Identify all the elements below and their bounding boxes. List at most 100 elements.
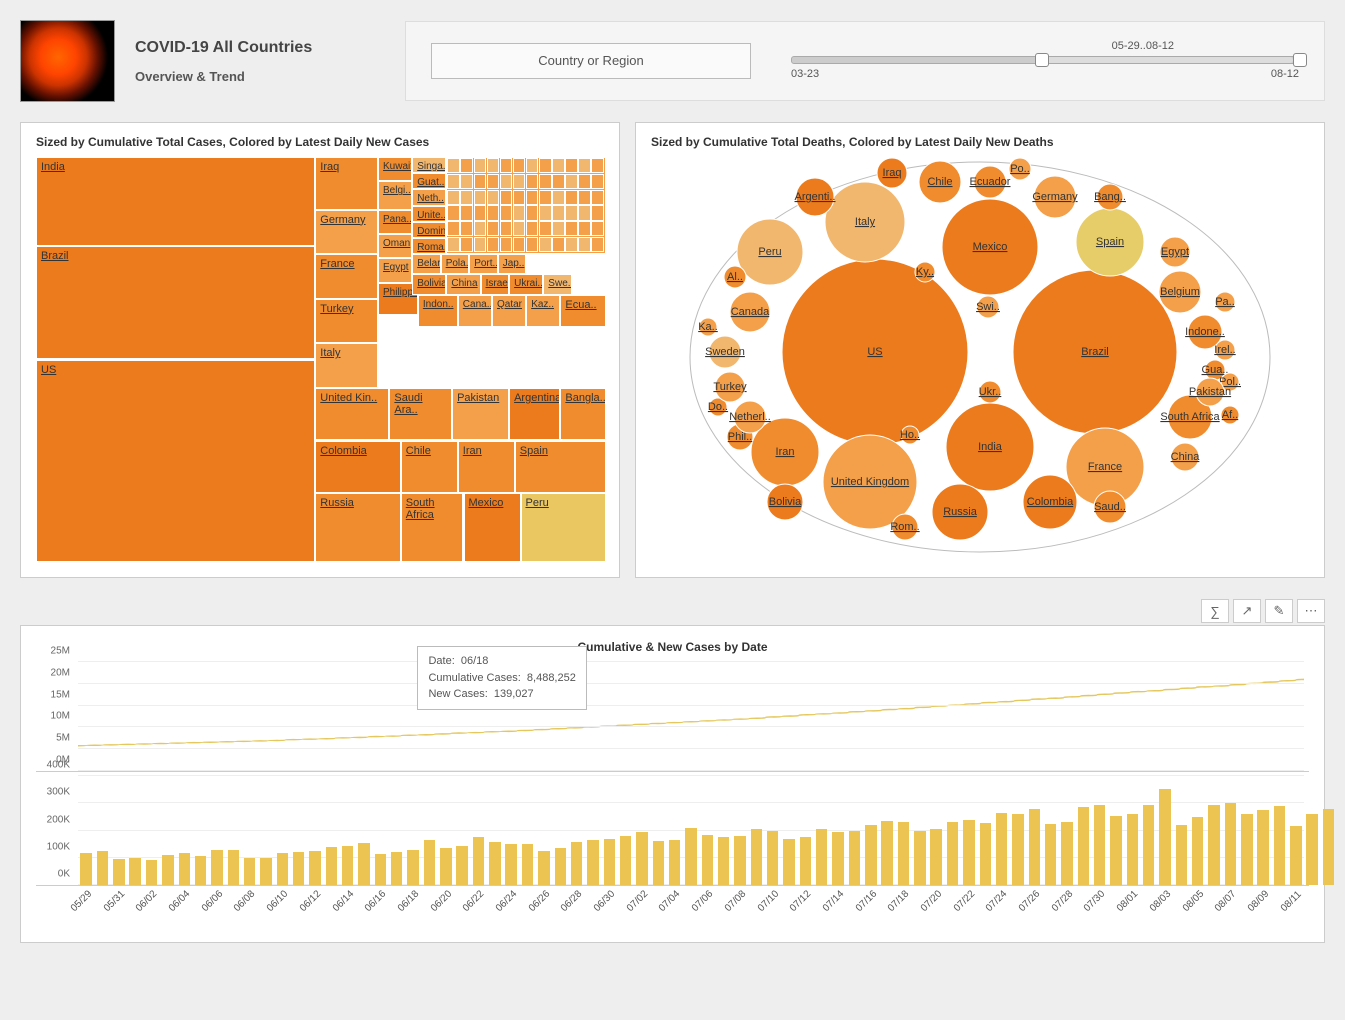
- treemap-cell[interactable]: [446, 157, 606, 254]
- treemap-cell[interactable]: Kaz..: [526, 295, 560, 327]
- bar[interactable]: [555, 848, 566, 885]
- bar[interactable]: [718, 837, 729, 885]
- bar[interactable]: [146, 860, 157, 885]
- bar[interactable]: [260, 858, 271, 885]
- edit-icon[interactable]: ✎: [1265, 599, 1293, 623]
- treemap-cell[interactable]: Saudi Ara..: [389, 388, 452, 441]
- bar[interactable]: [113, 859, 124, 885]
- bar[interactable]: [930, 829, 941, 885]
- treemap-cell[interactable]: Domin..: [412, 222, 446, 238]
- treemap-cell[interactable]: Italy: [315, 343, 378, 388]
- newcases-bar-chart[interactable]: 0K100K200K300K400K Date: 06/18 Cumulativ…: [36, 776, 1309, 886]
- bar[interactable]: [702, 835, 713, 885]
- bar[interactable]: [358, 843, 369, 886]
- bar[interactable]: [1323, 809, 1334, 885]
- treemap-cell[interactable]: Pana..: [378, 210, 412, 234]
- treemap-cell[interactable]: Swe..: [543, 274, 572, 294]
- date-slider[interactable]: 05-29..08-12 03-23 08-12: [791, 42, 1299, 80]
- more-icon[interactable]: ⋯: [1297, 599, 1325, 623]
- bar[interactable]: [211, 850, 222, 885]
- bar[interactable]: [571, 842, 582, 885]
- treemap-cell[interactable]: Iran: [458, 441, 515, 494]
- treemap-cell[interactable]: Neth..: [412, 189, 446, 205]
- bar[interactable]: [783, 839, 794, 885]
- treemap-cell[interactable]: Guat..: [412, 173, 446, 189]
- treemap-cell[interactable]: Belgi..: [378, 181, 412, 209]
- bar[interactable]: [195, 856, 206, 885]
- bar[interactable]: [767, 831, 778, 886]
- bar[interactable]: [538, 851, 549, 885]
- bar[interactable]: [980, 823, 991, 885]
- treemap-cell[interactable]: Brazil: [36, 246, 315, 359]
- treemap-cell[interactable]: Pola..: [441, 254, 470, 274]
- treemap-cell[interactable]: Singa..: [412, 157, 446, 173]
- bar[interactable]: [653, 841, 664, 885]
- bar[interactable]: [947, 822, 958, 885]
- treemap-cell[interactable]: Belar..: [412, 254, 441, 274]
- treemap-cell[interactable]: France: [315, 254, 378, 299]
- bar[interactable]: [832, 832, 843, 885]
- treemap-cell[interactable]: Unite..: [412, 206, 446, 222]
- bar[interactable]: [1257, 810, 1268, 885]
- bar[interactable]: [375, 854, 386, 885]
- bar[interactable]: [685, 828, 696, 885]
- bar[interactable]: [424, 840, 435, 885]
- bar[interactable]: [1241, 814, 1252, 885]
- treemap-cell[interactable]: South Africa: [401, 493, 464, 562]
- treemap-cell[interactable]: Ukrai..: [509, 274, 543, 294]
- bar[interactable]: [80, 853, 91, 885]
- slider-thumb-start[interactable]: [1035, 53, 1049, 67]
- treemap-cell[interactable]: Iraq: [315, 157, 378, 210]
- cumulative-line-chart[interactable]: 0M5M10M15M20M25M: [36, 662, 1309, 772]
- treemap-cell[interactable]: Egypt: [378, 258, 412, 282]
- treemap-cell[interactable]: Bolivia: [412, 274, 446, 294]
- bar[interactable]: [1306, 814, 1317, 885]
- bar[interactable]: [1192, 817, 1203, 885]
- bar[interactable]: [1143, 805, 1154, 885]
- bar[interactable]: [1061, 822, 1072, 885]
- country-select[interactable]: Country or Region: [431, 43, 751, 79]
- treemap-cell[interactable]: Germany: [315, 210, 378, 255]
- treemap-cell[interactable]: Ecua..: [560, 295, 606, 327]
- treemap-cell[interactable]: Jap..: [498, 254, 527, 274]
- treemap-cell[interactable]: United Kin..: [315, 388, 389, 441]
- treemap-cell[interactable]: India: [36, 157, 315, 246]
- bar[interactable]: [522, 844, 533, 885]
- bar[interactable]: [407, 850, 418, 885]
- bar[interactable]: [440, 848, 451, 885]
- treemap-cell[interactable]: Qatar: [492, 295, 526, 327]
- bar[interactable]: [326, 847, 337, 885]
- treemap-cell[interactable]: Port..: [469, 254, 498, 274]
- treemap-cell[interactable]: China: [446, 274, 480, 294]
- treemap-cell[interactable]: Roma..: [412, 238, 446, 254]
- bar[interactable]: [1045, 824, 1056, 885]
- bar[interactable]: [456, 846, 467, 886]
- bar[interactable]: [228, 850, 239, 885]
- treemap-cell[interactable]: Indon..: [418, 295, 458, 327]
- bar[interactable]: [391, 852, 402, 885]
- bar[interactable]: [1094, 805, 1105, 885]
- treemap-cell[interactable]: Peru: [521, 493, 607, 562]
- bar[interactable]: [1274, 806, 1285, 885]
- bar[interactable]: [1078, 807, 1089, 885]
- treemap-cell[interactable]: Turkey: [315, 299, 378, 344]
- bar[interactable]: [849, 831, 860, 886]
- bar[interactable]: [1127, 814, 1138, 885]
- treemap-cell[interactable]: Cana..: [458, 295, 492, 327]
- treemap-cell[interactable]: Chile: [401, 441, 458, 494]
- bar[interactable]: [1029, 809, 1040, 885]
- treemap-chart[interactable]: IndiaBrazilUS IraqGermanyFranceTurkeyItal…: [36, 157, 606, 562]
- sigma-icon[interactable]: ∑: [1201, 599, 1229, 623]
- bar[interactable]: [751, 829, 762, 885]
- bar[interactable]: [277, 853, 288, 885]
- bar[interactable]: [604, 839, 615, 885]
- bar[interactable]: [816, 829, 827, 885]
- treemap-cell[interactable]: Kuwait: [378, 157, 412, 181]
- treemap-cell[interactable]: Bangla..: [560, 388, 606, 441]
- bar[interactable]: [1159, 789, 1170, 885]
- treemap-cell[interactable]: Russia: [315, 493, 401, 562]
- bar[interactable]: [865, 825, 876, 885]
- bar[interactable]: [1225, 803, 1236, 885]
- treemap-cell[interactable]: US: [36, 360, 315, 563]
- slider-thumb-end[interactable]: [1293, 53, 1307, 67]
